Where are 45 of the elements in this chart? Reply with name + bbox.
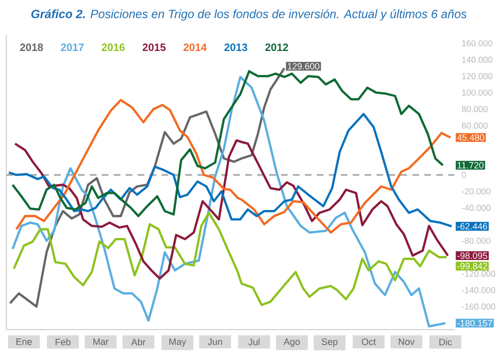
chart-title: Gráfico 2. Posiciones en Trigo de los fondos de inversión. Actual y últimos 6 años [31,9,467,20]
x-tick-label: Ago [284,338,300,347]
y-tick-label: -140.000 [462,286,496,294]
line-series [8,112,453,228]
y-tick-label: 140.000 [462,56,492,63]
y-tick-label: -160.000 [462,303,496,310]
x-tick-label: Sep [322,338,338,347]
y-tick-label: -80.000 [462,238,490,244]
y-tick-label: 0 [462,172,466,178]
x-tick-label: Feb [56,338,71,346]
x-tick-label: May [169,338,186,347]
data-label: -99.842 [457,262,488,270]
x-tick-label: Jun [208,338,222,345]
x-tick-label: Nov [398,338,415,345]
line-series [11,76,446,328]
data-label: -180.157 [457,320,492,326]
text: 2013 [224,43,248,51]
y-tick-label: 100.000 [462,89,492,96]
line-series [12,211,448,306]
data-label: -62.446 [457,222,488,230]
x-tick-label: Mar [93,338,108,345]
data-label: 129.600 [288,62,320,70]
text: 2014 [184,43,207,51]
text: 2017 [60,43,84,51]
text: 2012 [265,43,288,51]
line-series [11,70,444,218]
y-tick-label: 60.000 [462,122,488,128]
data-label: 11.720 [458,162,484,168]
y-tick-label: 120.000 [462,72,492,80]
y-tick-label: -40.000 [462,204,490,211]
line-series [14,139,450,280]
data-label: -98.095 [457,252,488,259]
x-tick-label: Dic [439,338,452,346]
text: 2015 [142,43,166,51]
x-tick-label: Jul [248,338,260,346]
y-tick-label: 160.000 [462,40,492,46]
y-tick-label: -20.000 [462,188,490,194]
x-tick-label: Ene [16,338,32,345]
text: 2018 [20,43,43,51]
y-tick-label: -120.000 [462,270,496,277]
y-tick-label: 80.000 [462,106,488,112]
data-label: 45.480 [457,134,484,141]
x-tick-label: Oct [362,338,376,345]
text: 2016 [102,43,125,51]
x-tick-label: Abr [131,338,146,346]
